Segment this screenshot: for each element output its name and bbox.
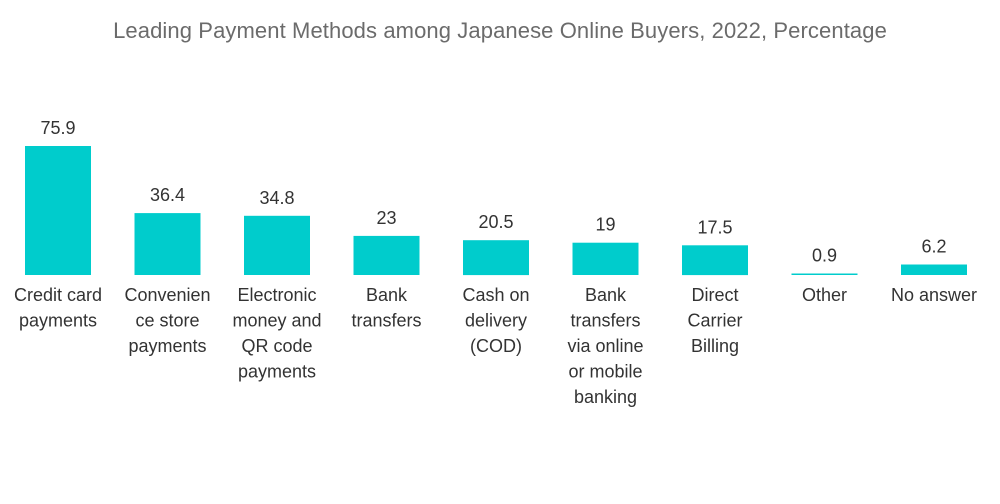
category-label-line: Credit card — [14, 285, 102, 305]
category-label-line: or mobile — [568, 362, 642, 382]
category-label-2: Electronic money and QR code payments — [232, 285, 321, 382]
category-label-line: Bank — [585, 285, 627, 305]
category-label-line: QR code — [241, 336, 312, 356]
value-label-0: 75.9 — [40, 118, 75, 138]
value-label-4: 20.5 — [478, 212, 513, 232]
category-label-line: payments — [238, 362, 316, 382]
category-label-line: Direct — [691, 285, 738, 305]
category-label-line: Convenien — [124, 285, 210, 305]
category-label-6: Direct Carrier Billing — [687, 285, 742, 356]
category-label-line: via online — [567, 336, 643, 356]
bars-group — [25, 146, 967, 276]
bar-6 — [682, 245, 748, 276]
category-label-line: Other — [802, 285, 847, 305]
category-label-line: Bank — [366, 285, 408, 305]
value-label-1: 36.4 — [150, 185, 185, 205]
value-label-5: 19 — [595, 215, 615, 235]
category-label-line: payments — [128, 336, 206, 356]
category-label-line: ce store — [135, 311, 199, 331]
category-label-3: Bank transfers — [351, 285, 421, 331]
bar-3 — [353, 235, 420, 275]
category-label-1: Convenien ce store payments — [124, 285, 210, 356]
bar-0 — [25, 146, 91, 275]
category-label-line: transfers — [570, 311, 640, 331]
category-label-line: banking — [574, 387, 637, 407]
category-label-line: delivery — [465, 311, 527, 331]
category-label-line: (COD) — [470, 336, 522, 356]
bar-8 — [901, 264, 967, 275]
bar-5 — [572, 242, 639, 275]
bar-2 — [244, 215, 310, 275]
category-label-0: Credit card payments — [14, 285, 102, 331]
bar-4 — [463, 240, 529, 276]
category-labels-group: Credit card payments Convenien ce store paym… — [14, 285, 977, 407]
value-label-7: 0.9 — [812, 246, 837, 266]
category-label-8: No answer — [891, 285, 977, 305]
category-label-line: No answer — [891, 285, 977, 305]
bar-1 — [134, 213, 201, 275]
chart-title: Leading Payment Methods among Japanese O… — [113, 18, 887, 43]
value-label-6: 17.5 — [697, 217, 732, 237]
category-label-line: money and — [232, 311, 321, 331]
value-label-3: 23 — [376, 208, 396, 228]
category-label-line: Carrier — [687, 311, 742, 331]
value-label-8: 6.2 — [921, 237, 946, 257]
category-label-line: Billing — [691, 336, 739, 356]
category-label-line: payments — [19, 311, 97, 331]
value-labels-group: 75.9 36.4 34.8 23 20.5 19 17.5 0.9 6.2 — [40, 118, 946, 266]
category-label-4: Cash on delivery (COD) — [462, 285, 529, 356]
category-label-7: Other — [802, 285, 847, 305]
category-label-line: Electronic — [237, 285, 316, 305]
value-label-2: 34.8 — [259, 188, 294, 208]
category-label-5: Bank transfers via online or mobile banking — [567, 285, 643, 407]
bar-7 — [791, 273, 858, 275]
category-label-line: transfers — [351, 311, 421, 331]
category-label-line: Cash on — [462, 285, 529, 305]
